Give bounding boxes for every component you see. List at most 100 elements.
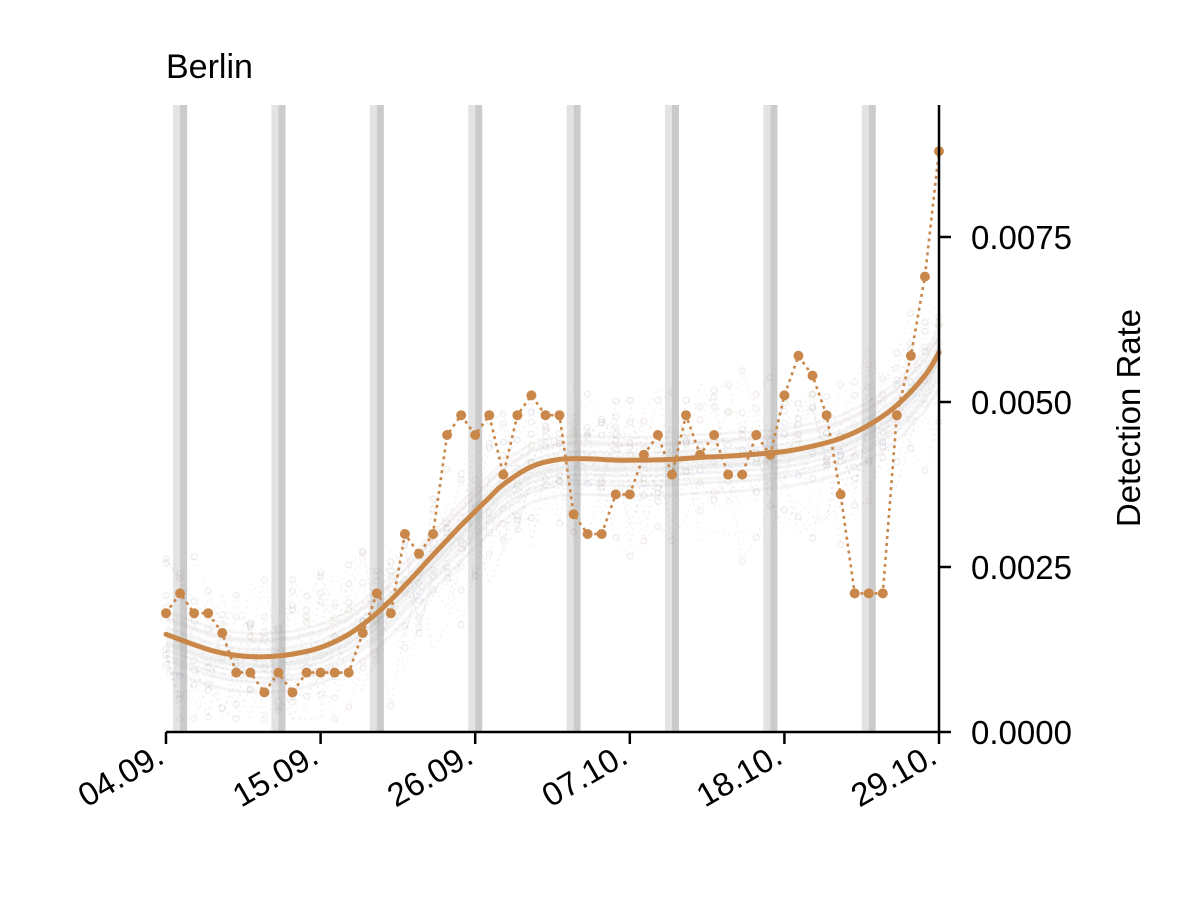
daily-point	[329, 667, 340, 678]
background-point	[808, 390, 817, 398]
background-point	[822, 461, 831, 469]
background-point	[401, 589, 409, 597]
background-point	[598, 415, 606, 424]
background-point	[555, 519, 564, 527]
background-daily-line	[165, 412, 940, 722]
daily-point	[498, 469, 509, 480]
background-point	[457, 545, 465, 553]
background-point	[443, 563, 451, 571]
background-point	[893, 381, 901, 389]
background-point	[359, 547, 367, 555]
background-point	[555, 477, 564, 485]
y-tick-label: 0.0000	[971, 714, 1072, 751]
background-point	[710, 496, 718, 504]
background-point	[879, 428, 887, 436]
background-point	[499, 409, 507, 418]
background-point	[288, 601, 297, 610]
background-point	[668, 426, 676, 434]
background-point	[443, 524, 451, 533]
background-point	[794, 421, 803, 429]
y-axis-label: Detection Rate	[1110, 309, 1147, 527]
background-point	[176, 691, 184, 699]
background-daily-line	[165, 312, 940, 697]
background-point	[879, 442, 887, 451]
background-daily-line	[165, 418, 940, 721]
background-point	[218, 620, 226, 628]
daily-point	[189, 608, 200, 619]
background-point	[794, 435, 803, 443]
background-point	[485, 515, 493, 523]
background-point	[513, 436, 521, 444]
background-point	[682, 467, 690, 475]
background-point	[780, 407, 789, 415]
background-point	[429, 586, 437, 594]
background-point	[822, 457, 831, 465]
daily-point	[863, 588, 874, 599]
background-point	[443, 529, 451, 537]
daily-point	[624, 489, 635, 500]
background-point	[865, 458, 873, 466]
background-point	[654, 523, 662, 531]
background-point	[794, 512, 803, 521]
background-point	[162, 592, 170, 600]
x-tick-label: 18.10.	[690, 736, 788, 814]
background-point	[218, 704, 226, 713]
background-point	[415, 579, 423, 587]
background-point	[907, 415, 915, 423]
background-point	[429, 505, 437, 513]
background-point	[584, 423, 592, 431]
background-point	[654, 489, 662, 497]
background-point	[682, 438, 690, 446]
background-point	[457, 586, 465, 594]
background-point	[710, 488, 718, 496]
background-point	[851, 420, 859, 429]
background-point	[499, 438, 507, 446]
background-point	[345, 580, 353, 588]
background-daily-line	[165, 373, 940, 720]
background-point	[527, 418, 536, 426]
daily-point	[428, 529, 439, 539]
background-point	[612, 430, 620, 438]
chart-title: Berlin	[166, 48, 253, 86]
background-point	[274, 706, 283, 714]
background-point	[724, 381, 732, 389]
daily-point	[849, 588, 860, 599]
background-point	[513, 491, 521, 499]
background-point	[302, 606, 311, 614]
background-point	[373, 577, 381, 585]
background-point	[598, 418, 606, 426]
background-point	[513, 464, 521, 473]
daily-point	[596, 529, 607, 539]
daily-point	[526, 390, 537, 401]
background-point	[794, 471, 803, 479]
x-tick-label: 29.10.	[845, 736, 943, 814]
background-point	[232, 715, 240, 723]
background-point	[612, 397, 620, 405]
background-point	[274, 677, 283, 685]
background-point	[584, 429, 592, 438]
background-point	[738, 557, 746, 565]
background-point	[387, 558, 395, 566]
daily-point	[919, 271, 930, 282]
background-point	[879, 399, 887, 407]
daily-point	[343, 667, 354, 678]
background-point	[766, 430, 774, 438]
x-tick-label: 15.09.	[226, 736, 324, 814]
background-point	[766, 502, 774, 510]
background-point	[921, 400, 929, 408]
background-point	[541, 481, 550, 489]
background-point	[331, 614, 339, 622]
background-point	[218, 611, 226, 619]
background-point	[429, 572, 437, 581]
background-point	[766, 440, 774, 449]
background-point	[260, 715, 268, 723]
background-point	[682, 468, 690, 476]
background-point	[808, 403, 817, 411]
y-tick-label: 0.0025	[971, 549, 1072, 586]
background-point	[204, 625, 212, 633]
background-point	[907, 444, 915, 452]
background-point	[246, 622, 254, 631]
background-point	[176, 672, 184, 680]
background-point	[808, 404, 817, 412]
